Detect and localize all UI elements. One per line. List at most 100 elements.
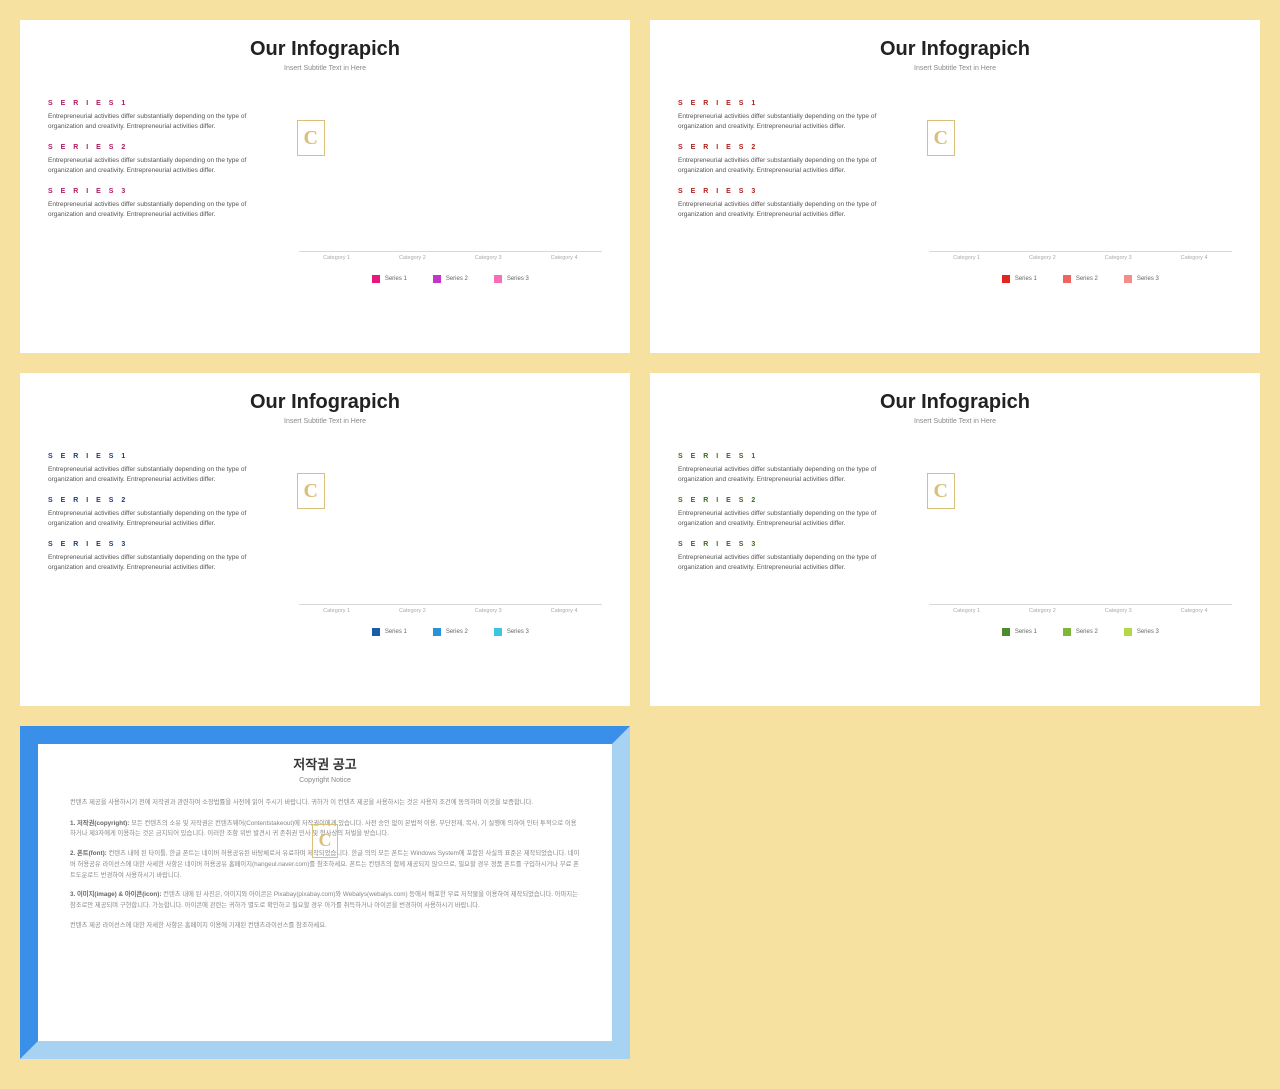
series-block: S E R I E S 3 Entrepreneurial activities … xyxy=(48,541,281,573)
series-heading: S E R I E S 2 xyxy=(678,497,911,504)
series-heading: S E R I E S 2 xyxy=(48,497,281,504)
category-label: Category 4 xyxy=(531,255,598,261)
category-label: Category 2 xyxy=(379,255,446,261)
legend-swatch xyxy=(1002,275,1010,283)
series-block: S E R I E S 3Entrepreneurial activities … xyxy=(48,188,281,220)
series-heading: S E R I E S 3 xyxy=(678,188,911,195)
category-axis: Category 1Category 2Category 3Category 4 xyxy=(299,608,602,614)
legend-item: Series 2 xyxy=(433,275,468,283)
category-label: Category 4 xyxy=(531,608,598,614)
slide-grid: Our Infograpich Insert Subtitle Text in H… xyxy=(0,0,1280,1089)
legend-swatch xyxy=(1063,628,1071,636)
category-label: Category 3 xyxy=(1085,255,1152,261)
chart-column: CCategory 1Category 2Category 3Category … xyxy=(929,92,1232,283)
legend-swatch xyxy=(494,628,502,636)
series-block: S E R I E S 1 Entrepreneurial activities … xyxy=(48,453,281,485)
slide-title: Our Infograpich xyxy=(650,38,1260,61)
legend-label: Series 1 xyxy=(385,629,407,635)
series-block: S E R I E S 2 Entrepreneurial activities … xyxy=(678,497,911,529)
series-block: S E R I E S 1Entrepreneurial activities … xyxy=(678,453,911,485)
legend-swatch xyxy=(494,275,502,283)
category-label: Category 2 xyxy=(1009,608,1076,614)
series-text-column: S E R I E S 1Entrepreneurial activities … xyxy=(678,92,911,283)
legend-label: Series 3 xyxy=(1137,629,1159,635)
category-label: Category 1 xyxy=(933,608,1000,614)
legend-item: Series 1 xyxy=(372,275,407,283)
copyright-footer: 컨텐츠 제공 라이선스에 대한 자세한 사항은 홈페이지 이용에 기재된 컨텐츠… xyxy=(70,921,580,932)
legend-label: Series 1 xyxy=(1015,629,1037,635)
legend-item: Series 1 xyxy=(372,628,407,636)
legend-item: Series 2 xyxy=(1063,275,1098,283)
copyright-title: 저작권 공고 xyxy=(70,754,580,773)
legend-swatch xyxy=(433,628,441,636)
category-label: Category 1 xyxy=(303,255,370,261)
legend-label: Series 3 xyxy=(507,276,529,282)
slide-green: Our Infograpich Insert Subtitle Text in H… xyxy=(650,373,1260,706)
series-heading: S E R I E S 2 xyxy=(48,144,281,151)
chart-column: CCategory 1Category 2Category 3Category … xyxy=(929,445,1232,636)
bar-chart xyxy=(299,445,602,605)
chart-legend: Series 1 Series 2 Series 3 xyxy=(299,275,602,283)
category-label: Category 4 xyxy=(1161,608,1228,614)
legend-label: Series 2 xyxy=(446,629,468,635)
category-label: Category 4 xyxy=(1161,255,1228,261)
bar-chart xyxy=(929,92,1232,252)
series-text-column: S E R I E S 1 Entrepreneurial activities … xyxy=(48,92,281,283)
slide-blue: Our InfograpichInsert Subtitle Text in H… xyxy=(20,373,630,706)
slide-title: Our Infograpich xyxy=(650,391,1260,414)
series-text-column: S E R I E S 1 Entrepreneurial activities … xyxy=(678,445,911,636)
category-label: Category 3 xyxy=(455,608,522,614)
chart-legend: Series 1 Series 2 Series 3 xyxy=(929,628,1232,636)
slide-title: Our Infograpich xyxy=(20,391,630,414)
series-block: S E R I E S 2Entrepreneurial activities … xyxy=(678,144,911,176)
series-desc: Entrepreneurial activities differ substa… xyxy=(678,112,911,132)
series-desc: Entrepreneurial activities differ substa… xyxy=(678,509,911,529)
series-text-column: S E R I E S 1 Entrepreneurial activities … xyxy=(48,445,281,636)
series-desc: Entrepreneurial activities differ substa… xyxy=(48,465,281,485)
series-desc: Entrepreneurial activities differ substa… xyxy=(678,156,911,176)
category-label: Category 3 xyxy=(455,255,522,261)
empty-cell xyxy=(650,726,1260,1059)
series-heading: S E R I E S 1 xyxy=(678,453,911,460)
legend-item: Series 3 xyxy=(494,628,529,636)
series-desc: Entrepreneurial activities differ substa… xyxy=(678,553,911,573)
legend-item: Series 3 xyxy=(494,275,529,283)
legend-item: Series 2 xyxy=(1063,628,1098,636)
series-desc: Entrepreneurial activities differ substa… xyxy=(48,509,281,529)
series-desc: Entrepreneurial activities differ substa… xyxy=(48,553,281,573)
category-axis: Category 1 Category 2 Category 3 Category 4 xyxy=(929,255,1232,261)
legend-item: Series 1 xyxy=(1002,628,1037,636)
series-block: S E R I E S 1Entrepreneurial activities … xyxy=(678,100,911,132)
legend-swatch xyxy=(1063,275,1071,283)
category-label: Category 3 xyxy=(1085,608,1152,614)
chart-legend: Series 1 Series 2 Series 3 xyxy=(929,275,1232,283)
series-heading: S E R I E S 3 xyxy=(48,188,281,195)
series-heading: S E R I E S 3 xyxy=(678,541,911,548)
legend-label: Series 3 xyxy=(507,629,529,635)
series-heading: S E R I E S 1 xyxy=(48,100,281,107)
bar-chart xyxy=(929,445,1232,605)
legend-label: Series 3 xyxy=(1137,276,1159,282)
series-heading: S E R I E S 3 xyxy=(48,541,281,548)
category-label: Category 1 xyxy=(933,255,1000,261)
legend-item: Series 1 xyxy=(1002,275,1037,283)
series-block: S E R I E S 3 Entrepreneurial activities … xyxy=(678,541,911,573)
legend-label: Series 2 xyxy=(1076,276,1098,282)
category-axis: Category 1 Category 2 Category 3 Category 4 xyxy=(299,255,602,261)
series-heading: S E R I E S 1 xyxy=(48,453,281,460)
legend-item: Series 3 xyxy=(1124,628,1159,636)
category-label: Category 1 xyxy=(303,608,370,614)
legend-swatch xyxy=(372,628,380,636)
legend-swatch xyxy=(1002,628,1010,636)
series-block: S E R I E S 3 Entrepreneurial activities … xyxy=(678,188,911,220)
category-label: Category 2 xyxy=(1009,255,1076,261)
slide-subtitle: Insert Subtitle Text in Here xyxy=(650,418,1260,425)
series-block: S E R I E S 2Entrepreneurial activities … xyxy=(48,144,281,176)
copyright-title-en: Copyright Notice xyxy=(70,777,580,784)
copyright-lead: 컨텐츠 제공을 사용하시기 전에 저작권과 관련하여 소장법률을 사전에 읽어 … xyxy=(70,798,580,809)
copyright-item: 2. 폰트(font): 컨텐츠 내에 된 타이틀, 한글 폰트는 네이버 허용… xyxy=(70,849,580,881)
series-desc: Entrepreneurial activities differ substa… xyxy=(48,112,281,132)
series-desc: Entrepreneurial activities differ substa… xyxy=(678,200,911,220)
chart-column: CCategory 1Category 2Category 3Category … xyxy=(299,92,602,283)
legend-swatch xyxy=(1124,275,1132,283)
